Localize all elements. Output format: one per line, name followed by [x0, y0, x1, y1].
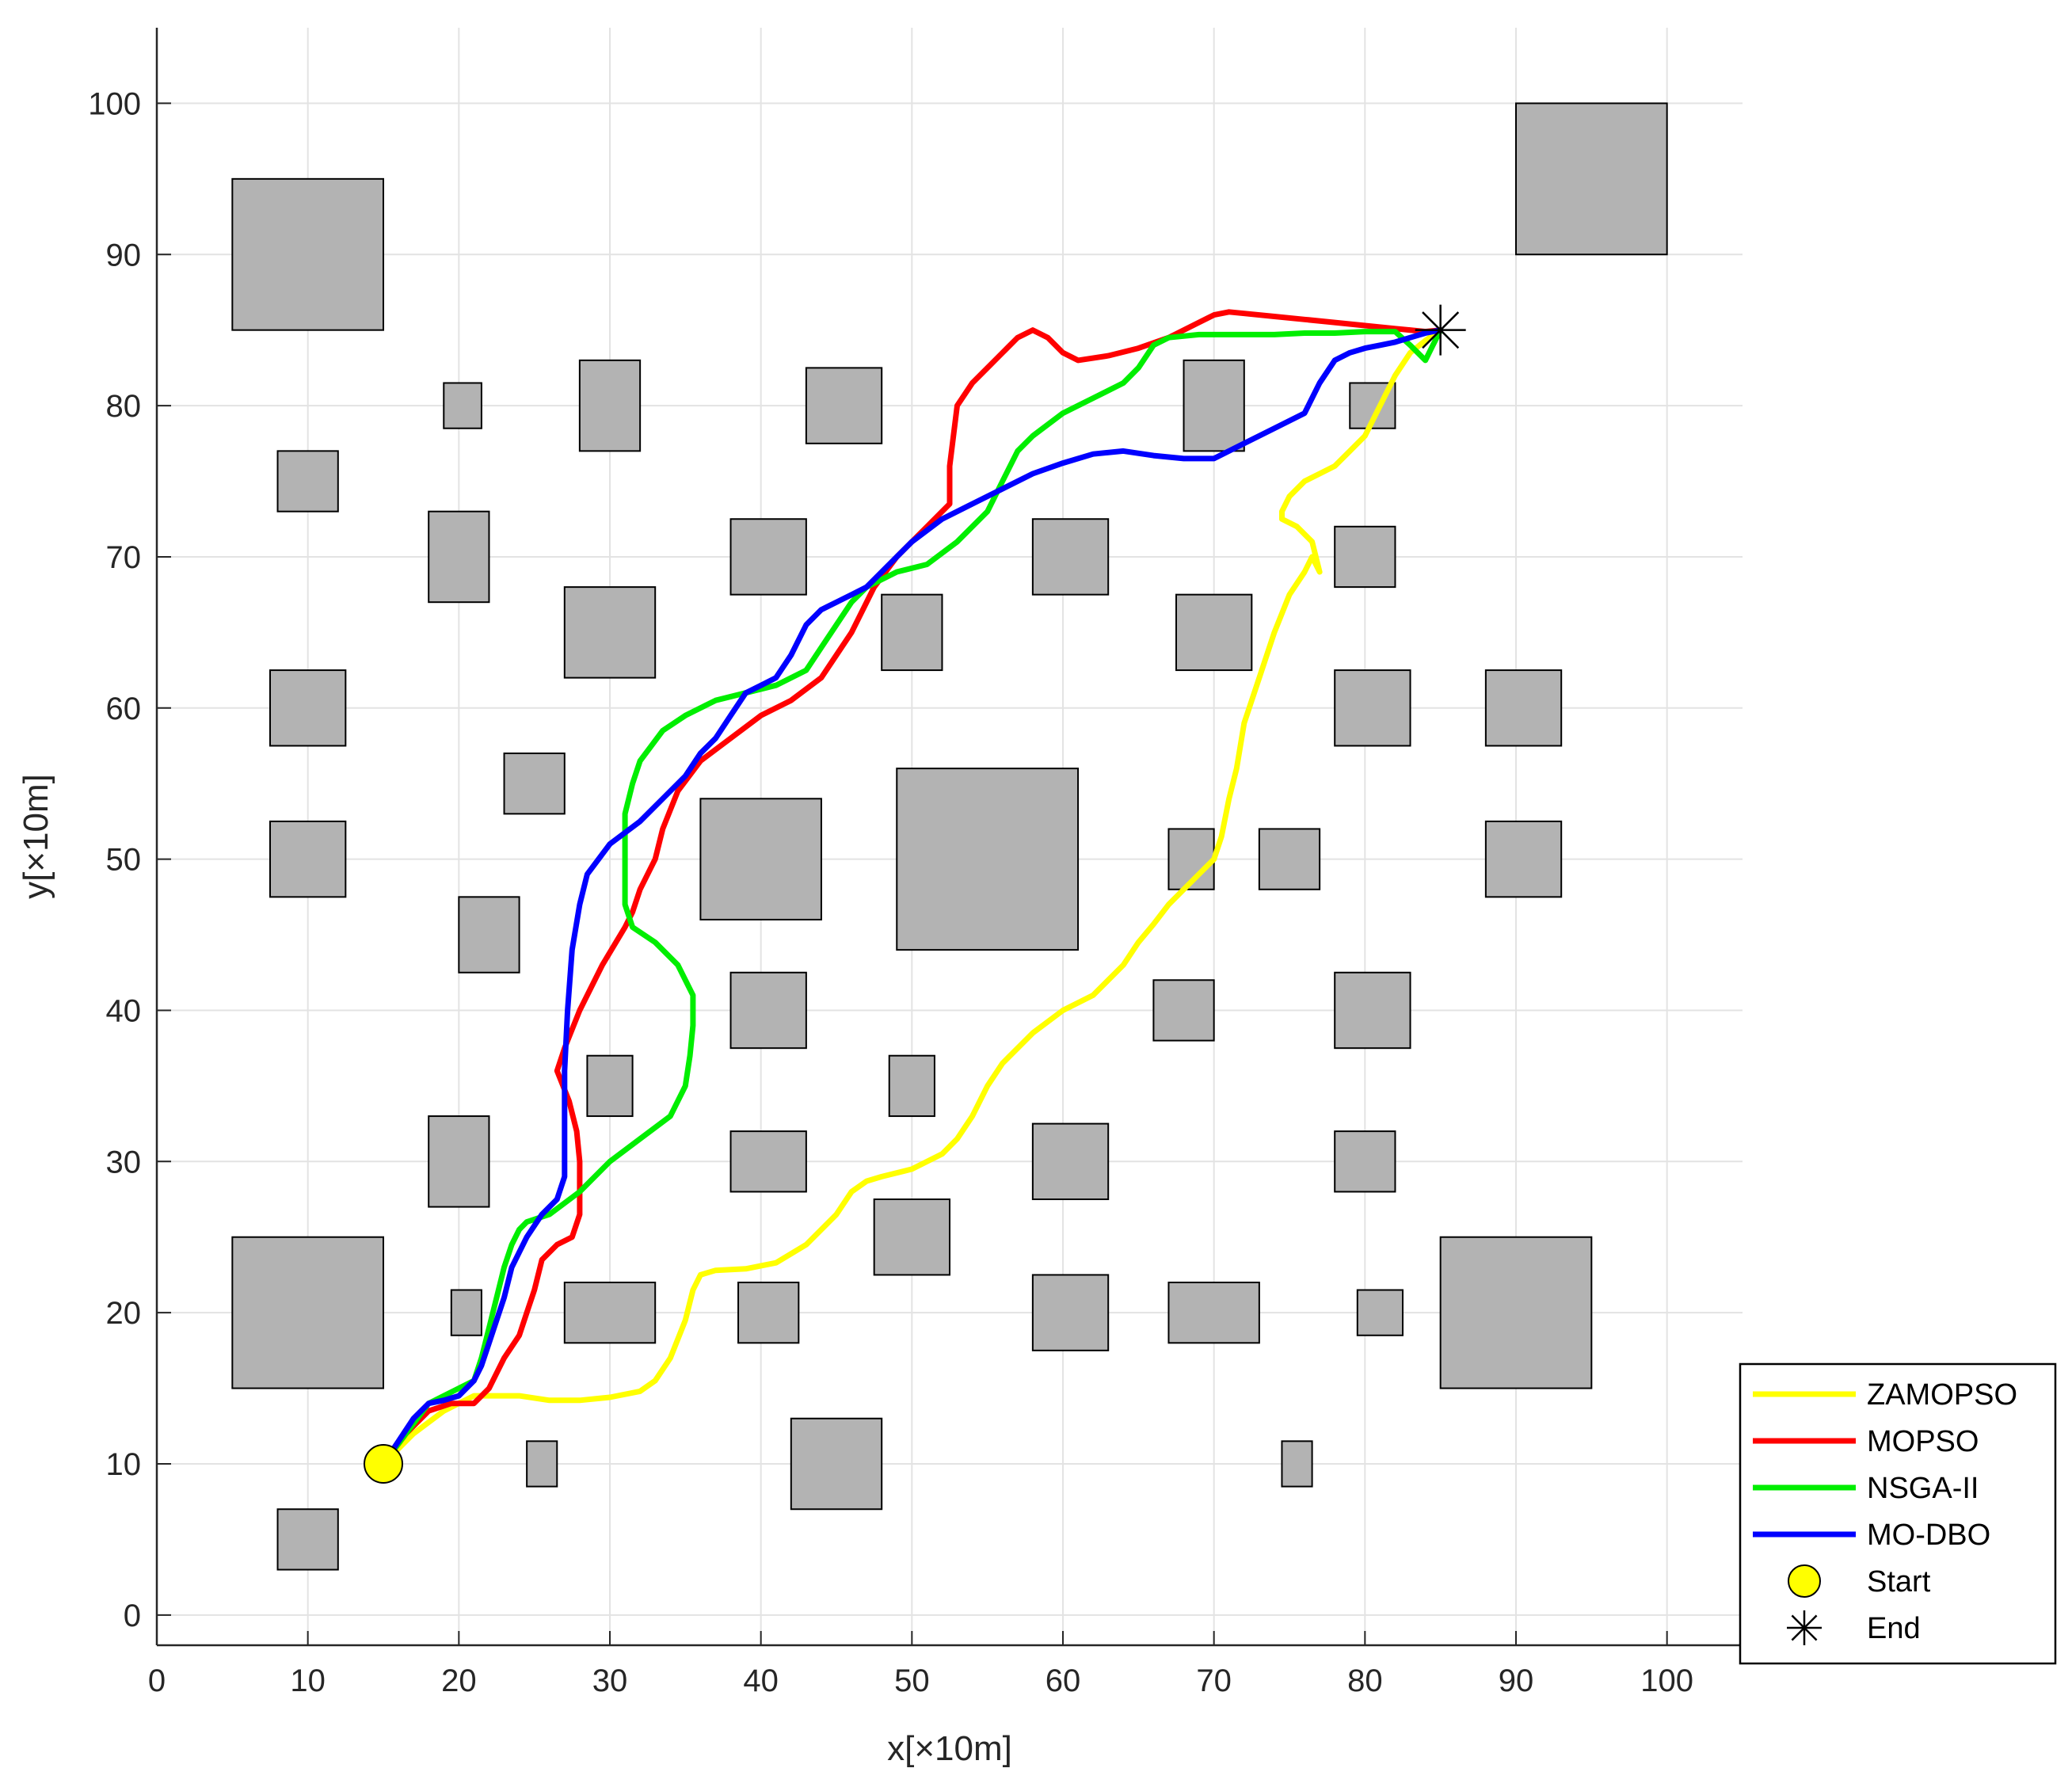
obstacle [269, 820, 347, 898]
legend-label: MOPSO [1867, 1425, 1979, 1458]
obstacle [503, 753, 566, 815]
obstacle [729, 518, 807, 596]
obstacle [1334, 1130, 1396, 1193]
x-tick-label: 90 [1499, 1663, 1534, 1698]
obstacle [1167, 828, 1215, 890]
obstacle [1031, 1274, 1110, 1351]
obstacle [790, 1417, 883, 1511]
obstacle [231, 177, 385, 331]
obstacle [1484, 820, 1563, 898]
obstacle [699, 798, 822, 920]
x-tick-label: 0 [148, 1663, 166, 1698]
legend-label: ZAMOPSO [1867, 1378, 2017, 1412]
series-line-mopso [380, 309, 1444, 1467]
obstacle [586, 1054, 634, 1118]
y-tick-label: 60 [106, 692, 142, 726]
obstacle [881, 593, 943, 672]
series-line-nsga-ii [380, 327, 1444, 1467]
obstacle [1258, 828, 1321, 890]
series-line-mo-dbo [380, 327, 1444, 1467]
tick-labels: 0 10 20 30 40 50 60 70 80 90 100 0 10 20 30 40 50 60 70 80 9… [88, 86, 1693, 1698]
obstacle [1484, 669, 1563, 747]
obstacle [450, 1289, 482, 1336]
obstacle [1334, 669, 1411, 747]
obstacle [1031, 1122, 1110, 1201]
obstacle [563, 586, 657, 679]
legend: ZAMOPSO MOPSO NSGA-II MO-DBO Start End [1739, 1362, 2057, 1665]
x-tick-label: 60 [1046, 1663, 1081, 1698]
obstacle [1175, 593, 1253, 672]
x-axis-label: x[×10m] [887, 1729, 1012, 1768]
obstacle [458, 896, 520, 974]
y-tick-label: 0 [124, 1599, 141, 1633]
x-tick-label: 100 [1640, 1663, 1693, 1698]
paths [380, 309, 1444, 1467]
obstacle [1152, 979, 1215, 1042]
y-tick-label: 90 [106, 238, 142, 272]
obstacle [428, 1115, 490, 1208]
y-tick-label: 40 [106, 993, 142, 1028]
x-tick-label: 20 [441, 1663, 477, 1698]
legend-end-marker [1787, 1610, 1822, 1645]
y-tick-label: 100 [88, 86, 141, 121]
obstacle [269, 669, 347, 747]
x-tick-label: 70 [1196, 1663, 1232, 1698]
obstacle [1334, 525, 1396, 589]
obstacle [1167, 1281, 1260, 1344]
obstacle [578, 359, 642, 452]
start-marker [364, 1443, 403, 1484]
y-tick-label: 20 [106, 1296, 142, 1331]
obstacle [563, 1281, 657, 1344]
legend-label: NSGA-II [1867, 1472, 1979, 1505]
obstacle [737, 1281, 800, 1344]
obstacle [888, 1054, 935, 1118]
x-tick-label: 40 [743, 1663, 779, 1698]
legend-box [1739, 1362, 2057, 1665]
obstacle [1334, 971, 1411, 1050]
legend-start-marker [1788, 1564, 1821, 1598]
obstacle [1356, 1289, 1404, 1336]
y-tick-label: 70 [106, 540, 142, 575]
obstacle [729, 971, 807, 1050]
end-marker-stroke [1791, 1614, 1818, 1641]
axes [155, 28, 1743, 1647]
legend-label: Start [1867, 1565, 1931, 1599]
obstacle [805, 367, 883, 444]
obstacles [231, 102, 1668, 1571]
legend-label: MO-DBO [1867, 1519, 1990, 1552]
y-tick-label: 50 [106, 843, 142, 878]
y-tick-label: 30 [106, 1145, 142, 1179]
x-tick-label: 50 [894, 1663, 930, 1698]
obstacle [526, 1440, 558, 1488]
series-line-zamopso [380, 327, 1444, 1467]
obstacle [231, 1236, 385, 1389]
obstacle [1183, 359, 1245, 452]
y-axis-label: y[×10m] [17, 774, 55, 899]
obstacle [1439, 1236, 1593, 1389]
obstacle [873, 1198, 950, 1276]
x-tick-label: 30 [592, 1663, 628, 1698]
obstacle [276, 1508, 339, 1571]
obstacle [428, 510, 490, 604]
x-tick-label: 80 [1347, 1663, 1383, 1698]
obstacle [1515, 102, 1668, 256]
end-marker [1415, 304, 1466, 356]
legend-label: End [1867, 1612, 1921, 1645]
obstacle [729, 1130, 807, 1193]
obstacle [443, 382, 482, 429]
obstacle [276, 450, 339, 513]
y-tick-label: 10 [106, 1447, 142, 1482]
y-tick-label: 80 [106, 389, 142, 424]
obstacle [896, 768, 1080, 951]
markers [364, 304, 1466, 1484]
obstacle [1281, 1440, 1313, 1488]
obstacle [1031, 518, 1110, 596]
x-tick-label: 10 [290, 1663, 326, 1698]
end-marker-stroke [1422, 311, 1460, 349]
